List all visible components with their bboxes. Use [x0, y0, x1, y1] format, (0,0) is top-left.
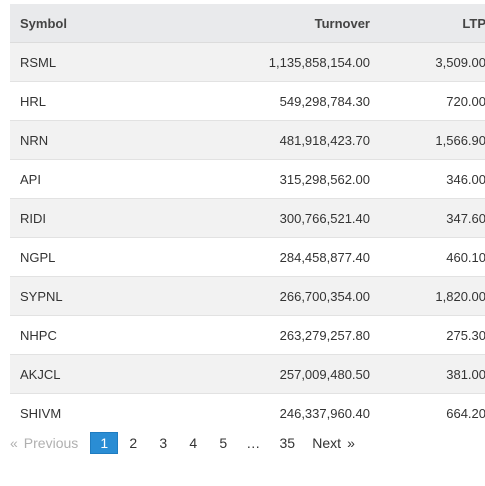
page-button-5[interactable]: 5: [219, 435, 228, 451]
cell-turnover: 263,279,257.80: [160, 315, 380, 355]
table-row: SHIVM 246,337,960.40 664.20: [10, 393, 485, 432]
double-chevron-left-icon: «: [10, 435, 18, 451]
table-row: API 315,298,562.00 346.00: [10, 159, 485, 199]
table-row: RIDI 300,766,521.40 347.60: [10, 198, 485, 238]
cell-symbol: NRN: [10, 120, 160, 160]
cell-turnover: 481,918,423.70: [160, 120, 380, 160]
cell-turnover: 315,298,562.00: [160, 159, 380, 199]
table-row: RSML 1,135,858,154.00 3,509.00: [10, 42, 485, 82]
table-row: AKJCL 257,009,480.50 381.00: [10, 354, 485, 394]
cell-symbol: AKJCL: [10, 354, 160, 394]
pagination-ellipsis: …: [246, 435, 261, 451]
cell-symbol: HRL: [10, 81, 160, 121]
turnover-table: Symbol Turnover LTP RSML 1,135,858,154.0…: [10, 4, 485, 432]
cell-symbol: NGPL: [10, 237, 160, 277]
cell-symbol: RIDI: [10, 198, 160, 238]
cell-ltp: 381.00: [380, 354, 485, 394]
cell-ltp: 347.60: [380, 198, 485, 238]
cell-turnover: 284,458,877.40: [160, 237, 380, 277]
double-chevron-right-icon: »: [347, 435, 355, 451]
cell-ltp: 1,820.00: [380, 276, 485, 316]
page-button-2[interactable]: 2: [129, 435, 138, 451]
cell-turnover: 1,135,858,154.00: [160, 42, 380, 82]
cell-ltp: 664.20: [380, 393, 485, 432]
cell-ltp: 275.30: [380, 315, 485, 355]
column-header-turnover[interactable]: Turnover: [160, 4, 380, 43]
cell-turnover: 266,700,354.00: [160, 276, 380, 316]
cell-ltp: 1,566.90: [380, 120, 485, 160]
page-button-last[interactable]: 35: [279, 435, 296, 451]
cell-turnover: 246,337,960.40: [160, 393, 380, 432]
pagination: « Previous 1 2 3 4 5 … 35 Next »: [10, 432, 355, 454]
table-row: NHPC 263,279,257.80 275.30: [10, 315, 485, 355]
cell-ltp: 720.00: [380, 81, 485, 121]
page-button-4[interactable]: 4: [189, 435, 198, 451]
cell-ltp: 346.00: [380, 159, 485, 199]
table-row: NRN 481,918,423.70 1,566.90: [10, 120, 485, 160]
page-button-3[interactable]: 3: [159, 435, 168, 451]
cell-turnover: 300,766,521.40: [160, 198, 380, 238]
column-header-symbol[interactable]: Symbol: [10, 4, 160, 43]
cell-symbol: RSML: [10, 42, 160, 82]
cell-symbol: API: [10, 159, 160, 199]
cell-turnover: 257,009,480.50: [160, 354, 380, 394]
table-header-row: Symbol Turnover LTP: [10, 4, 485, 43]
next-label: Next: [312, 435, 342, 451]
cell-ltp: 3,509.00: [380, 42, 485, 82]
table-row: NGPL 284,458,877.40 460.10: [10, 237, 485, 277]
next-button[interactable]: Next »: [312, 432, 355, 454]
cell-symbol: SYPNL: [10, 276, 160, 316]
table-row: SYPNL 266,700,354.00 1,820.00: [10, 276, 485, 316]
cell-symbol: NHPC: [10, 315, 160, 355]
column-header-ltp[interactable]: LTP: [380, 4, 485, 43]
previous-button[interactable]: « Previous: [10, 432, 78, 454]
table-row: HRL 549,298,784.30 720.00: [10, 81, 485, 121]
previous-label: Previous: [23, 435, 79, 451]
cell-turnover: 549,298,784.30: [160, 81, 380, 121]
page-button-1[interactable]: 1: [90, 432, 119, 454]
turnover-table-container: Symbol Turnover LTP RSML 1,135,858,154.0…: [10, 4, 485, 432]
cell-symbol: SHIVM: [10, 393, 160, 432]
cell-ltp: 460.10: [380, 237, 485, 277]
